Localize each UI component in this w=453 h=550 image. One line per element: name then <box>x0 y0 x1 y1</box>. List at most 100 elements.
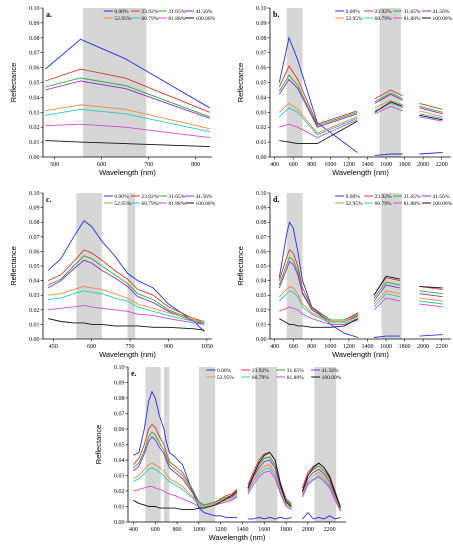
y-tick-label: 0.08 <box>114 396 125 402</box>
x-tick-label: 2000 <box>417 344 429 350</box>
series-line-60.79% <box>278 107 358 136</box>
y-tick-label: 0.09 <box>29 21 40 27</box>
legend-label: 100.00% <box>433 201 453 207</box>
y-tick-label: 0.08 <box>29 220 40 226</box>
series-line-31.65% <box>419 290 443 295</box>
series-line-0.00% <box>45 38 210 109</box>
y-tick-label: 0.06 <box>256 66 267 72</box>
legend-label: 81.88% <box>404 16 421 22</box>
shaded-band <box>76 193 102 339</box>
x-tick-label: 800 <box>173 527 182 533</box>
shaded-band <box>379 8 401 157</box>
series-line-0.00% <box>278 221 359 338</box>
x-tick-label: 1800 <box>399 344 411 350</box>
series-line-100.00% <box>373 275 400 296</box>
y-tick-label: 0.03 <box>256 293 267 299</box>
series-line-41.56% <box>278 78 358 128</box>
y-tick-label: 0.01 <box>29 322 40 328</box>
y-tick-label: 0.00 <box>29 155 40 161</box>
legend-label: 31.65% <box>404 194 421 200</box>
legend-label: 81.88% <box>168 16 185 22</box>
legend-label: 31.65% <box>168 194 185 200</box>
shaded-band <box>286 193 303 339</box>
x-tick-label: 600 <box>289 344 298 350</box>
x-tick-label: 2000 <box>302 527 314 533</box>
x-tick-label: 400 <box>129 527 138 533</box>
series-line-31.65% <box>278 256 359 321</box>
y-tick-label: 0.06 <box>29 249 40 255</box>
series-line-0.00% <box>247 516 292 520</box>
series-line-52.95% <box>301 471 341 510</box>
series-line-52.95% <box>419 110 443 118</box>
x-axis-title: Wavelength (nm) <box>99 168 156 177</box>
series-line-31.65% <box>419 105 443 113</box>
x-tick-label: 750 <box>126 344 135 350</box>
series-line-0.00% <box>278 36 358 153</box>
x-tick-label: 450 <box>49 344 58 350</box>
series-line-31.65% <box>45 77 210 118</box>
series-line-31.65% <box>47 255 205 324</box>
y-axis-title: Reflectance <box>236 63 245 103</box>
y-tick-label: 0.07 <box>29 235 40 241</box>
shaded-band <box>127 193 136 339</box>
x-tick-label: 900 <box>164 344 173 350</box>
y-tick-label: 0.05 <box>114 443 125 449</box>
x-tick-label: 600 <box>97 162 106 168</box>
series-line-81.88% <box>247 470 292 510</box>
y-tick-label: 0.03 <box>29 110 40 116</box>
legend-label: 52.95% <box>114 201 131 207</box>
x-tick-label: 400 <box>270 162 279 168</box>
legend: 0.00% 23.92% 31.65% 41.56% 52.95% 60.79% 81.88… <box>103 194 216 207</box>
series-line-52.95% <box>278 285 359 322</box>
y-tick-label: 0.04 <box>256 279 267 285</box>
series-line-23.92% <box>47 249 205 322</box>
y-tick-label: 0.00 <box>114 520 125 526</box>
y-tick-label: 0.07 <box>114 412 125 418</box>
series-line-100.00% <box>374 101 403 113</box>
legend-label: 0.00% <box>114 194 129 200</box>
legend-label: 41.56% <box>433 9 450 15</box>
x-tick-label: 1600 <box>380 162 392 168</box>
x-axis-title: Wavelength (nm) <box>332 168 389 177</box>
chart-panel-b: 0.00 0.01 0.02 0.03 0.04 0.05 0.06 0.07 0.08 0.09… <box>236 6 453 177</box>
x-tick-label: 700 <box>144 162 153 168</box>
legend-label: 41.56% <box>322 368 339 374</box>
series-line-23.92% <box>374 89 403 100</box>
y-tick-label: 0.02 <box>114 489 125 495</box>
legend-label: 41.56% <box>433 194 450 200</box>
y-tick-label: 0.08 <box>29 36 40 42</box>
series-line-31.65% <box>374 92 403 103</box>
y-tick-label: 0.08 <box>256 220 267 226</box>
y-tick-label: 0.02 <box>29 125 40 131</box>
shaded-band <box>381 193 402 339</box>
chart-panel-c: 0.00 0.01 0.02 0.03 0.04 0.05 0.06 0.07 0.08 0.09… <box>9 191 216 359</box>
shaded-band <box>286 8 303 157</box>
y-tick-label: 0.09 <box>256 206 267 212</box>
y-tick-label: 0.02 <box>256 308 267 314</box>
legend-label: 81.88% <box>404 201 421 207</box>
chart-panel-e: 0.00 0.01 0.02 0.03 0.04 0.05 0.06 0.07 0.08 0.09… <box>94 365 346 542</box>
y-axis-title: Reflectance <box>9 246 18 286</box>
x-axis-title: Wavelength (nm) <box>332 350 389 359</box>
y-tick-label: 0.09 <box>256 21 267 27</box>
series-line-60.79% <box>48 290 205 324</box>
legend-label: 0.00% <box>346 194 361 200</box>
series-line-52.95% <box>45 104 210 130</box>
x-tick-label: 1000 <box>193 527 205 533</box>
series-line-23.92% <box>419 102 443 110</box>
y-tick-label: 0.03 <box>114 474 125 480</box>
series-line-81.88% <box>45 123 210 139</box>
series-line-60.79% <box>373 293 400 308</box>
shaded-band <box>255 367 278 522</box>
x-tick-label: 1200 <box>215 527 227 533</box>
series-line-0.00% <box>302 512 341 520</box>
series-line-100.00% <box>279 120 358 145</box>
legend-label: 52.95% <box>217 375 234 381</box>
series-line-52.95% <box>373 290 400 305</box>
legend-label: 81.88% <box>287 375 304 381</box>
x-tick-label: 1050 <box>201 344 213 350</box>
series-line-100.00% <box>133 490 238 511</box>
x-tick-label: 1800 <box>280 527 292 533</box>
series-line-31.65% <box>133 431 238 506</box>
y-axis-title: Reflectance <box>9 63 18 103</box>
